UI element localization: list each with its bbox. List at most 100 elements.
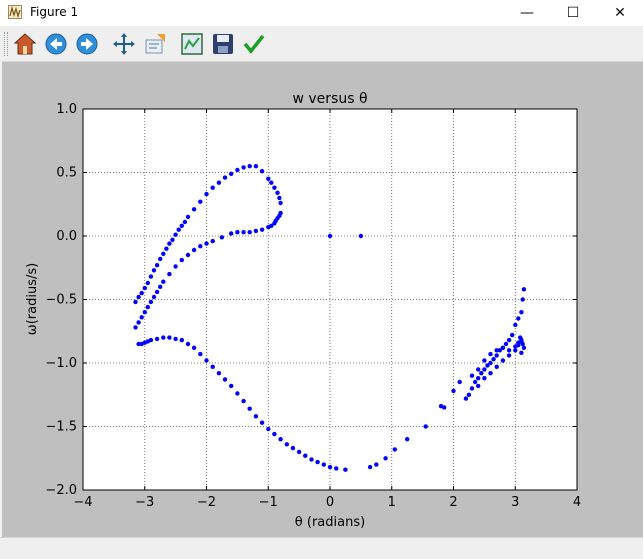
data-point [154,336,160,342]
data-point [139,290,144,296]
data-point [488,371,493,376]
data-point [494,353,499,358]
data-point [476,383,481,389]
data-point [472,379,478,385]
data-point [503,341,509,347]
data-point [133,299,138,305]
data-point [457,379,462,385]
data-point [148,299,154,305]
forward-button[interactable] [74,31,100,57]
data-point [277,195,282,201]
data-point [519,310,524,315]
data-point [516,343,521,348]
data-point [235,167,240,173]
data-point [358,233,364,239]
data-point [383,456,388,461]
data-point [259,420,265,425]
chart-title: w versus θ [292,91,367,107]
data-point [219,235,225,240]
data-point [392,447,397,452]
edit-axis-button[interactable] [241,31,267,57]
data-point [191,345,197,350]
x-tick-label: 4 [573,495,581,510]
y-axis-label: ω(radius/s) [25,263,40,335]
data-point [247,164,252,169]
data-point [173,336,178,342]
data-point [506,353,512,358]
data-point [296,449,302,455]
data-point [198,351,203,357]
data-point [482,376,487,381]
data-point [278,200,283,206]
data-point [500,358,506,363]
data-point [148,274,154,279]
x-tick-label: 3 [511,495,519,510]
data-point [510,332,515,338]
figure-canvas[interactable]: −4 −3 −2 −1 0 1 2 3 4 1.0 0.5 0.0 −0.5 −1.0 −1.5 −2.0 w… [2,62,643,537]
data-point [185,341,191,347]
data-point [278,210,283,216]
edit-axis-icon [243,34,265,54]
data-point [327,233,333,239]
data-point [491,357,496,362]
y-tick-label: −1.0 [45,356,77,371]
x-tick-label: 1 [388,495,396,510]
data-point [182,219,188,225]
data-point [235,391,240,396]
data-point [488,351,493,357]
data-point [139,315,144,320]
data-point [198,244,203,249]
pan-button[interactable] [111,31,137,57]
data-point [229,171,234,176]
home-icon [13,33,37,55]
data-point [466,392,472,397]
toolbar-grip[interactable] [4,32,8,56]
data-point [488,360,493,366]
data-point [136,320,141,325]
data-point [494,348,499,353]
maximize-icon: ☐ [566,5,580,21]
back-button[interactable] [43,31,69,57]
subplots-button[interactable] [179,31,205,57]
data-point [485,363,490,368]
home-button[interactable] [12,31,38,57]
minimize-button[interactable]: — [504,0,550,26]
data-point [463,396,469,401]
data-point [222,377,228,382]
data-point [204,241,209,246]
close-button[interactable]: ✕ [597,0,643,26]
data-point [161,279,166,284]
data-point [204,358,209,363]
data-point [179,223,184,228]
data-point [161,335,166,340]
data-point [216,371,222,376]
zoom-button[interactable] [142,31,168,57]
data-point [315,459,320,465]
data-point [142,310,147,315]
y-tick-label: 1.0 [56,102,77,117]
data-point [136,341,141,347]
forward-icon [76,33,98,55]
window-titlebar[interactable]: Figure 1 — ☐ ✕ [0,0,643,26]
data-point [222,175,228,180]
data-point [284,442,289,447]
data-point [519,339,524,344]
data-point [229,383,234,389]
x-tick-label: −2 [197,495,216,510]
data-point [167,271,172,277]
matplotlib-app-icon [8,5,22,19]
data-point [506,348,512,353]
pan-icon [113,33,135,55]
axis-ticks: −4 −3 −2 −1 0 1 2 3 4 1.0 0.5 0.0 −0.5 −1.0 −1.5 −2.0 [45,102,581,510]
maximize-button[interactable]: ☐ [550,0,596,26]
data-point [476,367,481,372]
data-point [191,247,197,253]
data-point [235,230,240,235]
save-button[interactable] [210,31,236,57]
data-point [241,230,246,235]
data-point [229,231,234,236]
data-point [272,431,277,437]
data-point [278,437,283,442]
data-point [167,241,172,246]
data-point [469,373,475,378]
